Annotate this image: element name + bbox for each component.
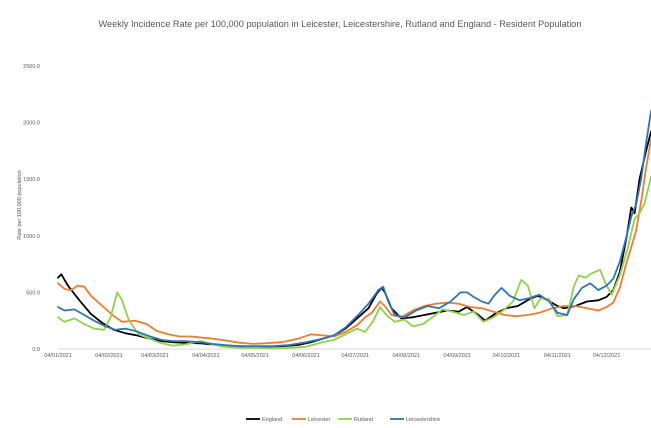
x-tick-label: 04/06/2021	[292, 353, 320, 359]
x-tick-label: 04/03/2021	[141, 353, 169, 359]
x-tick-label: 04/01/2021	[44, 353, 72, 359]
y-tick-label: 2500.0	[23, 64, 40, 70]
x-tick-label: 04/04/2021	[192, 353, 220, 359]
series-line-leicester	[57, 138, 651, 345]
y-axis-ticks: 0.0 500.0 1000.0 1500.0 2000.0 2500.0	[23, 64, 40, 353]
x-tick-label: 04/05/2021	[241, 353, 269, 359]
y-tick-label: 1500.0	[23, 177, 40, 183]
y-axis-title: Rate per 100,000 population	[17, 170, 23, 239]
x-tick-label: 04/02/2021	[95, 353, 123, 359]
y-tick-label: 0.0	[32, 347, 40, 353]
x-tick-label: 04/12/2021	[593, 353, 621, 359]
legend-label: Rutland	[354, 417, 373, 423]
series-line-rutland	[57, 176, 651, 350]
x-tick-label: 04/08/2021	[392, 353, 420, 359]
series-line-leicestershire	[57, 110, 651, 348]
x-tick-label: 04/10/2021	[493, 353, 521, 359]
legend: England Leicester Rutland Leicestershire	[246, 417, 440, 423]
legend-label: England	[262, 417, 282, 423]
x-tick-label: 04/11/2021	[544, 353, 571, 359]
y-tick-label: 1000.0	[23, 234, 40, 240]
chart-title: Weekly Incidence Rate per 100,000 popula…	[99, 19, 582, 29]
x-tick-label: 04/07/2021	[342, 353, 370, 359]
y-tick-label: 2000.0	[23, 121, 40, 127]
legend-label: Leicestershire	[406, 417, 440, 423]
x-tick-label: 04/09/2021	[443, 353, 471, 359]
series-group	[57, 110, 651, 350]
legend-label: Leicester	[308, 417, 330, 423]
x-axis-ticks: 04/01/2021 04/02/2021 04/03/2021 04/04/2021…	[44, 353, 620, 359]
y-tick-label: 500.0	[26, 290, 40, 296]
